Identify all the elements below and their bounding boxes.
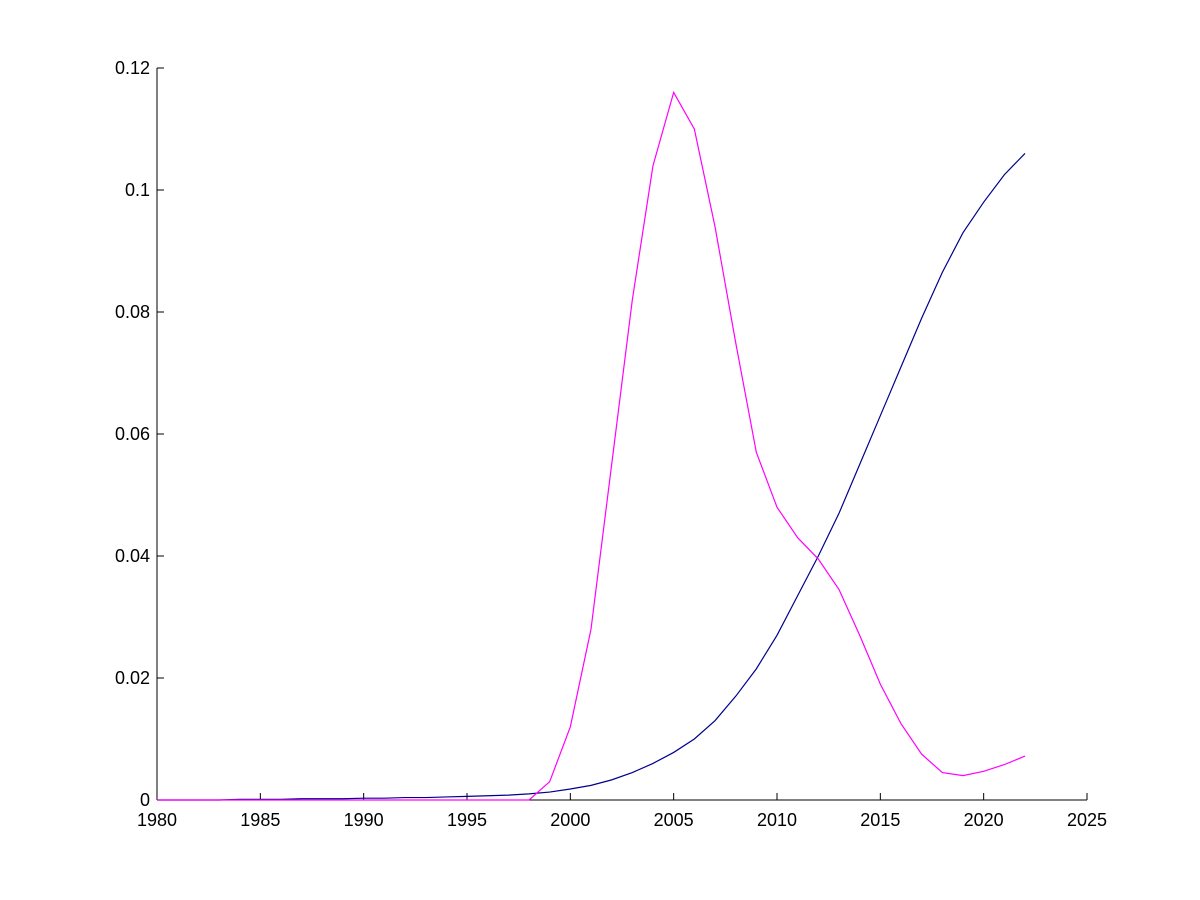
y-tick-label: 0.1 — [125, 180, 150, 200]
x-tick-label: 2015 — [860, 810, 900, 830]
x-tick-label: 2005 — [654, 810, 694, 830]
series-line — [157, 90, 1026, 801]
y-tick-label: 0.12 — [115, 58, 150, 78]
series-line — [157, 152, 1026, 801]
x-tick-label: 2020 — [964, 810, 1004, 830]
y-tick-label: 0 — [140, 790, 150, 810]
x-tick-label: 2010 — [757, 810, 797, 830]
x-tick-label: 1985 — [240, 810, 280, 830]
y-tick-label: 0.08 — [115, 302, 150, 322]
x-tick-label: 1980 — [137, 810, 177, 830]
y-tick-label: 0.06 — [115, 424, 150, 444]
x-tick-label: 1995 — [447, 810, 487, 830]
y-tick-label: 0.04 — [115, 546, 150, 566]
y-tick-label: 0.02 — [115, 668, 150, 688]
x-tick-label: 2025 — [1067, 810, 1107, 830]
x-tick-label: 2000 — [550, 810, 590, 830]
x-tick-label: 1990 — [344, 810, 384, 830]
